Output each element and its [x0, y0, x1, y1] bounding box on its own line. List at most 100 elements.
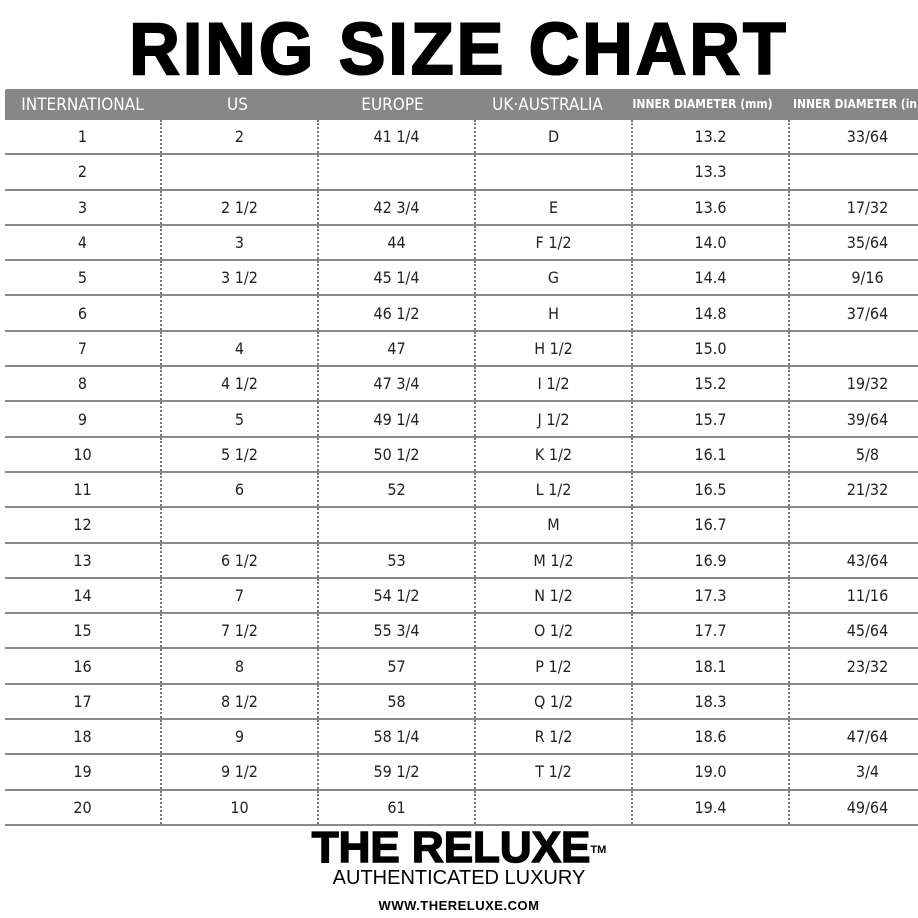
ring-size-table: INTERNATIONAL US EUROPE UK·AUSTRALIA INN…: [5, 89, 918, 826]
column-header: INTERNATIONAL: [21, 94, 144, 115]
table-cell: H: [474, 296, 631, 330]
table-row: 18 9 58 1/4 R 1/2 18.6 47/64: [5, 720, 918, 756]
table-row: 7 4 47 H 1/2 15.0: [5, 331, 918, 368]
table-cell: 3 1/2: [160, 261, 317, 295]
table-cell: 21/32: [788, 472, 918, 507]
table-cell: T 1/2: [474, 755, 631, 789]
table-row: 1 2 41 1/4 D 13.2 33/64: [5, 120, 918, 156]
table-cell: H 1/2: [474, 331, 631, 366]
table-cell: 11: [73, 480, 92, 500]
table-cell: 7: [160, 578, 317, 613]
column-header: INNER DIAMETER (mm): [632, 97, 773, 111]
brand-logo: THE RELUXETM AUTHENTICATED LUXURY WWW.TH…: [0, 823, 918, 913]
table-cell: 61: [317, 790, 474, 824]
table-cell: 17/32: [788, 190, 918, 224]
table-cell: 35/64: [788, 225, 918, 260]
table-cell: 11/16: [788, 578, 918, 613]
table-cell: 8 1/2: [160, 684, 317, 719]
table-row: 14 7 54 1/2 N 1/2 17.3 11/16: [5, 578, 918, 615]
table-cell: 41 1/4: [317, 120, 474, 154]
table-cell: K 1/2: [474, 437, 631, 471]
page-title: RING SIZE CHART: [128, 8, 789, 90]
table-cell: 18.6: [631, 720, 788, 754]
table-cell: 4: [160, 331, 317, 366]
table-cell: 1: [77, 127, 88, 147]
table-cell: 16.5: [631, 472, 788, 507]
table-cell: 13.3: [631, 155, 788, 189]
table-cell: [474, 790, 631, 824]
table-cell: L 1/2: [474, 472, 631, 507]
table-cell: M: [474, 508, 631, 542]
table-cell: 6 1/2: [160, 543, 317, 577]
table-cell: 8: [160, 649, 317, 683]
table-cell: 54 1/2: [317, 578, 474, 613]
table-cell: 5/8: [788, 437, 918, 471]
table-cell: 14.4: [631, 261, 788, 295]
table-cell: 3: [160, 225, 317, 260]
table-cell: 3: [77, 197, 88, 217]
table-cell: 8: [77, 374, 88, 394]
table-cell: 18: [73, 727, 92, 747]
table-cell: 49 1/4: [317, 402, 474, 436]
table-cell: [160, 296, 317, 330]
table-cell: 58 1/4: [317, 720, 474, 754]
table-cell: 59 1/2: [317, 755, 474, 789]
table-row: 19 9 1/2 59 1/2 T 1/2 19.0 3/4: [5, 755, 918, 791]
table-cell: 9: [160, 720, 317, 754]
table-cell: R 1/2: [474, 720, 631, 754]
table-cell: 14: [73, 586, 92, 605]
table-cell: [160, 155, 317, 189]
table-cell: 12: [73, 515, 92, 535]
table-cell: 19/32: [788, 367, 918, 401]
table-cell: 42 3/4: [317, 190, 474, 224]
table-cell: [317, 155, 474, 189]
table-cell: 47/64: [788, 720, 918, 754]
table-cell: 16: [73, 656, 92, 676]
table-cell: 52: [317, 472, 474, 507]
table-cell: 37/64: [788, 296, 918, 330]
table-cell: 49/64: [788, 790, 918, 824]
brand-tagline: AUTHENTICATED LUXURY: [332, 867, 586, 889]
table-row: 20 10 61 19.4 49/64: [5, 790, 918, 826]
table-cell: 10: [160, 790, 317, 824]
table-cell: 5 1/2: [160, 437, 317, 471]
table-cell: 18.3: [631, 684, 788, 719]
table-cell: 53: [317, 543, 474, 577]
table-cell: [788, 684, 918, 719]
table-row: 11 6 52 L 1/2 16.5 21/32: [5, 472, 918, 509]
table-row: 17 8 1/2 58 Q 1/2 18.3: [5, 684, 918, 721]
website-link[interactable]: WWW.THERELUXE.COM: [378, 898, 540, 913]
table-cell: [160, 508, 317, 542]
table-cell: 44: [317, 225, 474, 260]
table-cell: 2 1/2: [160, 190, 317, 224]
brand-name: THE RELUXE: [311, 823, 591, 872]
table-cell: 5: [160, 402, 317, 436]
table-cell: 13.2: [631, 120, 788, 154]
table-row: 5 3 1/2 45 1/4 G 14.4 9/16: [5, 261, 918, 297]
table-row: 4 3 44 F 1/2 14.0 35/64: [5, 225, 918, 262]
table-cell: 16.9: [631, 543, 788, 577]
table-cell: 17.3: [631, 578, 788, 613]
table-cell: 47: [317, 331, 474, 366]
table-cell: 9: [77, 409, 88, 429]
table-row: 16 8 57 P 1/2 18.1 23/32: [5, 649, 918, 685]
table-cell: 14.0: [631, 225, 788, 260]
table-cell: 2: [160, 120, 317, 154]
table-cell: 16.1: [631, 437, 788, 471]
table-cell: 19: [73, 762, 92, 782]
table-cell: Q 1/2: [474, 684, 631, 719]
table-cell: 14.8: [631, 296, 788, 330]
table-cell: D: [474, 120, 631, 154]
table-cell: 19.0: [631, 755, 788, 789]
table-cell: 57: [317, 649, 474, 683]
table-cell: J 1/2: [474, 402, 631, 436]
table-cell: 39/64: [788, 402, 918, 436]
table-cell: 15.2: [631, 367, 788, 401]
table-cell: 9 1/2: [160, 755, 317, 789]
column-header: UK·AUSTRALIA: [492, 94, 603, 115]
table-cell: 19.4: [631, 790, 788, 824]
table-cell: 15.7: [631, 402, 788, 436]
table-cell: 3/4: [788, 755, 918, 789]
table-cell: 15: [73, 621, 92, 641]
table-cell: [788, 155, 918, 189]
